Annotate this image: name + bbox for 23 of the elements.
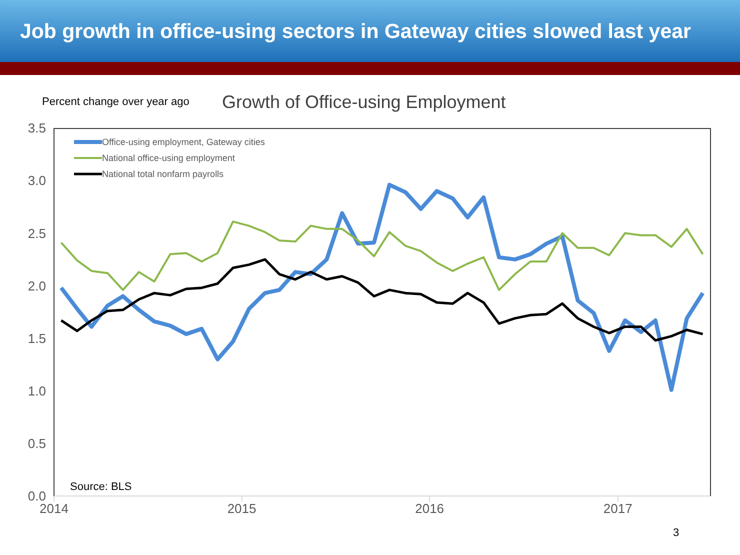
text: 3 bbox=[673, 527, 680, 539]
line-series bbox=[59, 182, 705, 392]
y-tick-label: 2.5 bbox=[28, 226, 46, 241]
y-tick-label: 0.5 bbox=[28, 436, 46, 452]
legend-label: National total nonfarm payrolls bbox=[102, 169, 224, 179]
chart-subtitle: Growth of Office-using Employment bbox=[222, 92, 506, 113]
y-tick-label: 1.5 bbox=[28, 330, 46, 346]
y-tick-label: 2.0 bbox=[28, 278, 46, 294]
y-tick-label: 1.0 bbox=[28, 383, 46, 398]
annotation: Source: BLS bbox=[70, 481, 132, 493]
x-tick-label: 2014 bbox=[40, 501, 68, 516]
y-tick-label: 3.0 bbox=[28, 173, 46, 188]
line-series bbox=[60, 220, 704, 291]
legend-label: National office-using employment bbox=[102, 153, 235, 163]
chart-title: Job growth in office-using sectors in Gateway cities slowed last year bbox=[20, 20, 691, 44]
legend-label: Office-using employment, Gateway cities bbox=[102, 137, 265, 147]
line-series bbox=[60, 258, 704, 342]
y-tick-label: 0.0 bbox=[28, 488, 46, 504]
x-tick-label: 2017 bbox=[603, 501, 632, 516]
x-tick-label: 2016 bbox=[415, 501, 444, 516]
y-axis-title: Percent change over year ago bbox=[42, 96, 190, 108]
x-tick-label: 2015 bbox=[227, 501, 256, 516]
y-tick-label: 3.5 bbox=[28, 120, 46, 136]
